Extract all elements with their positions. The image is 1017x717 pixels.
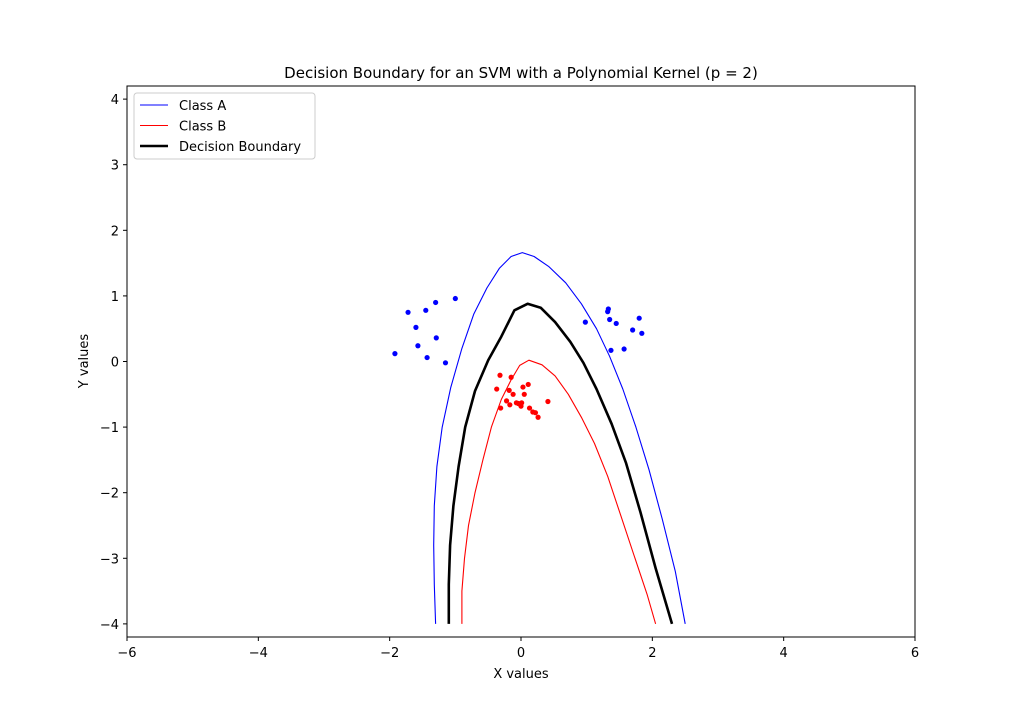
class-b-line <box>461 359 657 625</box>
class-b-points-point <box>521 391 527 397</box>
class-b-points-point <box>535 414 541 420</box>
class-a-points-point <box>433 335 439 341</box>
legend-label: Decision Boundary <box>179 140 301 155</box>
x-tick-label: −4 <box>249 646 268 661</box>
class-a-points-point <box>413 324 419 330</box>
class-a-points-point <box>607 316 613 323</box>
class-b-points-point <box>526 405 533 411</box>
legend-label: Class B <box>179 120 226 135</box>
y-tick-label: −3 <box>100 552 119 567</box>
y-tick-label: 2 <box>111 224 119 239</box>
class-a-line <box>433 252 686 625</box>
x-tick-label: 0 <box>517 646 525 661</box>
y-tick-label: 0 <box>111 356 119 371</box>
class-a-points-point <box>405 309 411 315</box>
x-tick-label: 2 <box>648 646 656 661</box>
class-b-points-point <box>510 391 516 397</box>
class-a-points-point <box>605 306 611 312</box>
x-tick-label: 4 <box>780 646 788 661</box>
x-axis-label: X values <box>493 667 549 682</box>
class-a-points-point <box>621 346 627 352</box>
y-tick-label: −1 <box>100 421 119 436</box>
class-b-points-point <box>532 410 539 416</box>
y-tick-label: 4 <box>111 93 119 108</box>
x-tick-label: 6 <box>911 646 919 661</box>
class-a-points-point <box>423 307 429 313</box>
series-layer <box>392 252 686 625</box>
legend-box <box>133 92 316 160</box>
chart-title: Decision Boundary for an SVM with a Poly… <box>284 64 758 82</box>
class-a-points-point <box>582 319 588 325</box>
class-a-points-point <box>639 330 645 336</box>
class-b-points-point <box>503 398 510 404</box>
legend: Class A Class B Decision Boundary <box>133 92 316 160</box>
class-a-points-point <box>630 327 636 333</box>
y-tick-label: 3 <box>111 159 119 174</box>
legend-label: Class A <box>179 99 226 114</box>
class-a-points-point <box>636 315 642 321</box>
class-a-points-point <box>442 360 449 366</box>
class-b-points-point <box>520 384 526 390</box>
class-b-points-point <box>494 386 500 392</box>
class-b-points-point <box>508 374 514 380</box>
class-a-points-point <box>608 347 614 353</box>
y-tick-label: −4 <box>100 618 119 633</box>
class-b-points-point <box>498 405 504 411</box>
x-tick-label: −2 <box>380 646 399 661</box>
x-tick-label: −6 <box>117 646 136 661</box>
plot-frame <box>126 85 916 638</box>
class-b-points-point <box>506 387 512 393</box>
class-a-points-point <box>452 295 458 302</box>
decision-boundary-line <box>447 302 674 625</box>
y-axis-label: Y values <box>77 334 92 390</box>
class-b-points-point <box>507 402 513 408</box>
class-a-points-point <box>424 354 430 361</box>
class-a-points-point <box>433 299 439 306</box>
class-b-points-point <box>497 372 503 378</box>
class-a-points-point <box>415 343 421 349</box>
class-b-points-point <box>545 398 551 405</box>
ticks-layer: −6 −4 −2 0 2 4 6 −4 −3 −2 −1 0 1 2 3 4 <box>100 93 919 661</box>
y-tick-label: −2 <box>100 487 119 502</box>
class-b-points-point <box>519 400 525 406</box>
class-a-points-point <box>392 351 398 357</box>
class-b-points-point <box>525 381 531 388</box>
class-a-points-point <box>613 320 619 327</box>
y-tick-label: 1 <box>111 290 119 305</box>
